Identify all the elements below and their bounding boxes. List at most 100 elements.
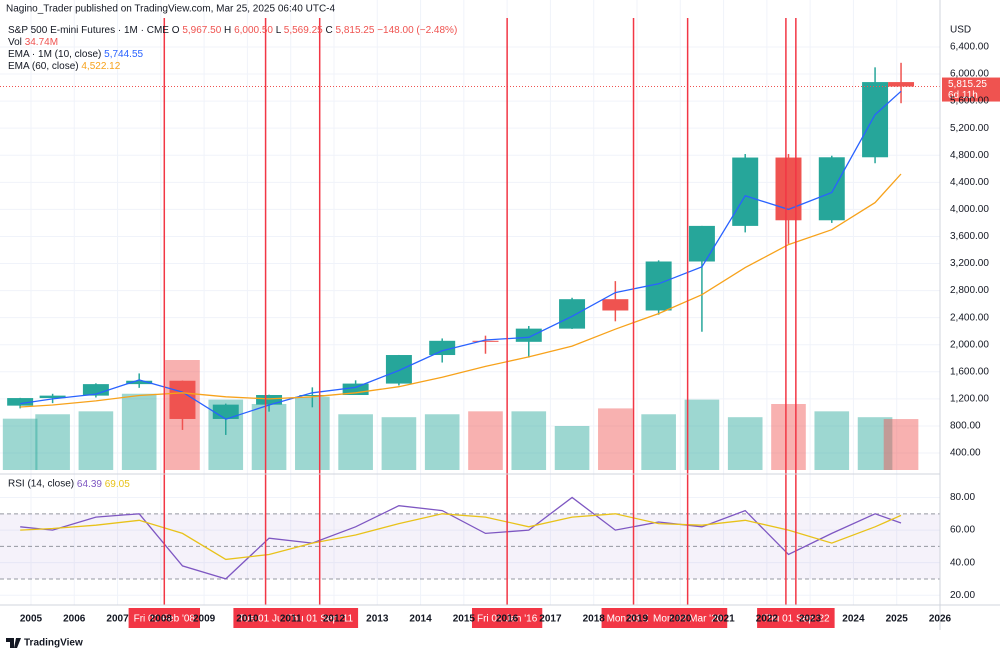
- marker-label: Thu 01 Sep '22: [762, 614, 830, 625]
- rsi-tick-label: 40.00: [950, 557, 975, 568]
- ohlc-value: 5,569.25: [284, 25, 323, 36]
- legend-name: EMA · 1M (10, close): [8, 49, 101, 60]
- volume-bar: [468, 411, 503, 470]
- legend-line: S&P 500 E-mini Futures · 1M · CME O 5,96…: [8, 25, 457, 36]
- candle-body: [688, 225, 715, 262]
- marker-label: Thu 01 Sep '11: [286, 614, 353, 625]
- y-tick-label: 2,800.00: [950, 285, 989, 296]
- candle-body: [602, 299, 629, 311]
- change-value: −148.00 (−2.48%): [377, 25, 457, 36]
- marker-label: Tue 01 Jun ': [238, 614, 292, 625]
- marker-box: [648, 608, 728, 628]
- volume-bar: [641, 414, 676, 470]
- y-tick-label: 2,000.00: [950, 339, 989, 350]
- x-tick-label: 2006: [63, 614, 86, 625]
- candle-body: [82, 384, 109, 396]
- ohlc-key: H: [224, 25, 231, 36]
- volume-bar: [771, 404, 806, 470]
- x-tick-label: 2008: [150, 614, 173, 625]
- x-tick-label: 2020: [669, 614, 692, 625]
- ohlc-key: O: [172, 25, 180, 36]
- marker-label: Fri 01 Jan '16: [477, 614, 538, 625]
- x-tick-label: 2018: [583, 614, 606, 625]
- y-tick-label: 4,800.00: [950, 150, 989, 161]
- marker-box: [128, 608, 200, 628]
- last-price-box: [942, 77, 1000, 102]
- text-layer: Nagino_Trader published on TradingView.c…: [6, 4, 989, 649]
- x-tick-label: 2017: [539, 614, 562, 625]
- x-tick-label: 2010: [236, 614, 259, 625]
- volume-bar: [78, 411, 114, 470]
- y-tick-label: 400.00: [950, 448, 981, 459]
- marker-box: [757, 608, 835, 628]
- x-tick-label: 2024: [842, 614, 865, 625]
- candle-body: [732, 157, 759, 226]
- volume-bar: [814, 411, 850, 470]
- volume-bar: [857, 417, 893, 470]
- marker-box: [471, 608, 543, 628]
- rsi-tick-label: 60.00: [950, 525, 975, 536]
- candle-body: [39, 395, 66, 399]
- y-tick-label: 6,400.00: [950, 42, 989, 53]
- candle-body: [818, 157, 845, 221]
- x-tick-label: 2014: [409, 614, 432, 625]
- rsi-tick-label: 80.00: [950, 492, 975, 503]
- ohlc-value: 6,000.50: [234, 25, 273, 36]
- marker-layer: Fri 01 Feb '08 Tue 01 Jun 'Thu 01 Sep '11…: [128, 18, 835, 628]
- x-tick-label: 2021: [712, 614, 735, 625]
- volume-bar: [121, 393, 157, 470]
- x-tick-label: 2005: [20, 614, 43, 625]
- volume-bar: [684, 399, 720, 470]
- marker-label: Mon 02 Mar '20: [653, 614, 723, 625]
- candle-body: [515, 328, 542, 342]
- x-tick-label: 2023: [799, 614, 822, 625]
- x-tick-label: 2019: [626, 614, 649, 625]
- volume-bar: [727, 417, 763, 470]
- volume-bar: [424, 414, 460, 470]
- candle-body: [472, 340, 499, 342]
- countdown-label: 6d 11h: [948, 90, 978, 101]
- x-tick-label: 2016: [496, 614, 519, 625]
- ohlc-value: 5,967.50: [182, 25, 221, 36]
- rsi-value: 64.39: [77, 479, 102, 490]
- volume-bar: [338, 414, 373, 470]
- candle-body: [862, 82, 889, 158]
- volume-bar: [35, 414, 70, 470]
- legend-value: 5,744.55: [104, 49, 143, 60]
- y-tick-label: 4,400.00: [950, 177, 989, 188]
- chart-title: S&P 500 E-mini Futures · 1M · CME: [8, 25, 169, 36]
- volume-bar: [381, 417, 417, 470]
- legend-name: EMA (60, close): [8, 61, 79, 72]
- legend-line: EMA (60, close) 4,522.12: [8, 61, 121, 72]
- ohlc-key: C: [325, 25, 332, 36]
- x-tick-label: 2012: [323, 614, 346, 625]
- published-line: Nagino_Trader published on TradingView.c…: [6, 4, 336, 15]
- candle-body: [256, 395, 283, 405]
- y-tick-label: 5,200.00: [950, 123, 989, 134]
- rsi-tick-label: 20.00: [950, 590, 975, 601]
- y-tick-label: 6,000.00: [950, 69, 989, 80]
- candle-body: [775, 157, 802, 221]
- rsi-title: RSI (14, close) 64.39 69.05: [8, 479, 130, 490]
- candle-body: [126, 380, 153, 385]
- ohlc-key: L: [276, 25, 282, 36]
- marker-label: Mon 03 Dec: [607, 614, 661, 625]
- plot-layer: [0, 62, 940, 435]
- volume-bar: [554, 426, 590, 470]
- candle-body: [7, 398, 34, 406]
- y-tick-label: 800.00: [950, 421, 981, 432]
- rsi-value: 69.05: [105, 479, 130, 490]
- x-tick-label: 2013: [366, 614, 389, 625]
- candle-body: [342, 383, 369, 396]
- volume-bar: [2, 418, 38, 470]
- x-tick-label: 2022: [756, 614, 779, 625]
- y-tick-label: 1,200.00: [950, 394, 989, 405]
- y-tick-label: 3,200.00: [950, 258, 989, 269]
- logo-icon: [6, 638, 21, 648]
- y-tick-label: 4,000.00: [950, 204, 989, 215]
- volume-bar: [511, 411, 547, 470]
- y-tick-label: 3,600.00: [950, 231, 989, 242]
